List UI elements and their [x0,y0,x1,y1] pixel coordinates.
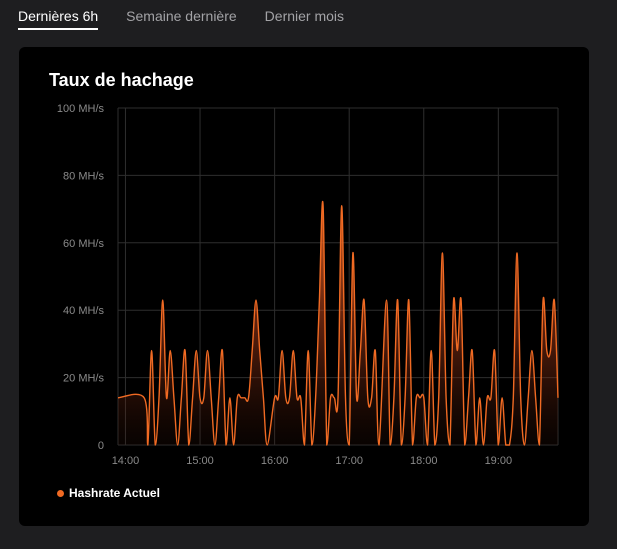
y-tick-label: 100 MH/s [57,103,105,115]
x-tick-label: 15:00 [186,455,214,467]
x-tick-label: 17:00 [335,455,363,467]
y-tick-label: 80 MH/s [63,170,104,182]
y-tick-label: 20 MH/s [63,373,104,385]
tab-last-6h[interactable]: Dernières 6h [18,8,99,30]
series-area-hashrate [118,201,558,445]
y-tick-label: 0 [98,440,104,452]
hashrate-chart: 0 20 MH/s 40 MH/s 60 MH/s 80 MH/s 100 MH/s 14… [57,103,559,467]
series-line-hashrate [117,201,559,446]
tab-last-month[interactable]: Dernier mois [264,8,345,24]
x-tick-label: 18:00 [410,455,438,467]
hashrate-card: Taux de hachage 0 20 MH/s 40 MH/s 60 MH/s 80… [19,47,589,526]
x-tick-label: 14:00 [112,455,140,467]
card-title: Taux de hachage [49,70,194,90]
tab-last-week[interactable]: Semaine dernière [126,8,237,24]
legend-label: Hashrate Actuel [69,486,160,500]
y-tick-label: 60 MH/s [63,238,104,250]
x-tick-label: 19:00 [485,455,513,467]
legend-marker-icon [57,489,64,497]
x-tick-label: 16:00 [261,455,289,467]
y-tick-label: 40 MH/s [63,305,104,317]
legend-item-hashrate[interactable]: Hashrate Actuel [57,486,160,500]
time-range-tabs: Dernières 6h Semaine dernière Dernier mo… [18,8,372,30]
